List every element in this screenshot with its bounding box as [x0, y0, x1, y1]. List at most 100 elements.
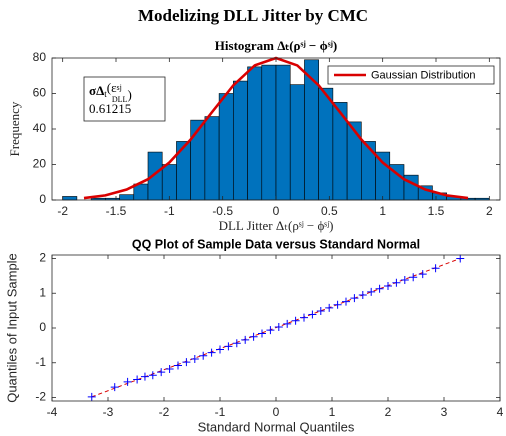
qq-point	[392, 278, 401, 287]
histogram-bar	[261, 64, 277, 201]
qq-point	[241, 335, 250, 344]
y-axis-label: Quantiles of Input Sample	[4, 253, 19, 403]
legend-box	[327, 65, 495, 85]
x-tick-label: 0	[273, 405, 280, 419]
x-tick-label: 1	[329, 405, 336, 419]
qq-point	[325, 303, 334, 312]
histogram-bar	[247, 66, 263, 201]
histogram-bar	[62, 196, 78, 201]
histogram-bar	[318, 87, 334, 201]
qq-point	[418, 270, 427, 279]
qq-point	[216, 345, 224, 354]
y-tick-label: -2	[35, 390, 46, 404]
qq-point	[291, 316, 300, 325]
annotation-label: σΔt(εsj DLL)	[89, 80, 132, 104]
y-tick-label: 20	[33, 157, 47, 171]
qq-point	[232, 339, 241, 348]
x-tick-label: 0	[273, 204, 280, 218]
x-tick-label: -0.5	[212, 204, 233, 218]
y-tick-label: 40	[33, 121, 47, 135]
qq-point	[456, 254, 465, 263]
y-axis-label: Frequency	[7, 101, 22, 156]
qq-point	[110, 383, 119, 392]
histogram-bar	[204, 116, 220, 201]
qq-point	[400, 276, 409, 285]
x-tick-label: -4	[47, 405, 58, 419]
y-tick-label: -1	[35, 355, 46, 369]
chart-title: QQ Plot of Sample Data versus Standard N…	[132, 237, 420, 251]
annotation-box	[83, 76, 166, 122]
qq-point	[342, 297, 350, 306]
annotation-part: )	[127, 87, 131, 102]
y-tick-label: 60	[33, 86, 47, 100]
y-tick-label: 0	[39, 320, 46, 334]
qq-point	[182, 358, 191, 367]
qq-point	[367, 287, 376, 296]
x-tick-label: -2	[159, 405, 170, 419]
histogram-bar	[176, 141, 191, 201]
qq-point	[358, 290, 367, 299]
qq-point	[157, 368, 166, 377]
qq-point	[266, 326, 275, 335]
histogram-bar	[304, 59, 319, 201]
x-tick-label: 0.5	[321, 204, 338, 218]
y-tick-label: 1	[39, 285, 46, 299]
histogram-bar	[275, 64, 291, 201]
x-tick-label: -1	[215, 405, 226, 419]
x-axis-label: Standard Normal Quantiles	[198, 419, 355, 434]
x-axis-label: DLL Jitter Δₜ(ρˢʲ − ϕˢʲ)	[219, 218, 334, 233]
x-tick-label: -2	[57, 204, 68, 218]
x-tick-label: 3	[441, 405, 448, 419]
x-tick-label: 4	[497, 405, 504, 419]
qq-point	[165, 365, 174, 374]
qq-point	[300, 313, 308, 322]
annotation-part: t	[104, 89, 107, 99]
qq-point	[409, 273, 418, 282]
annotation-value: 0.61215	[89, 101, 131, 116]
x-tick-label: -1.5	[106, 204, 127, 218]
annotation-part: σΔ	[89, 83, 104, 98]
qq-point	[333, 300, 342, 309]
qq-point	[316, 306, 325, 315]
qq-point	[350, 294, 359, 303]
qq-point	[174, 361, 182, 370]
qq-point	[224, 342, 233, 351]
annotation-part: DLL	[112, 95, 128, 104]
qq-point	[199, 351, 208, 360]
legend-label: Gaussian Distribution	[371, 69, 476, 81]
histogram-bar	[346, 121, 362, 201]
qq-point	[274, 322, 283, 331]
qq-point	[431, 264, 440, 273]
y-tick-label: 80	[33, 50, 47, 64]
figure-title: Modelizing DLL Jitter by CMC	[138, 6, 368, 25]
x-tick-label: 1.5	[428, 204, 445, 218]
qq-point	[249, 332, 258, 341]
qq-point	[258, 329, 266, 338]
histogram-bar	[119, 194, 135, 201]
qq-point	[308, 310, 317, 319]
qq-point	[384, 281, 392, 290]
qq-point	[87, 392, 96, 401]
x-tick-label: 1	[379, 204, 386, 218]
chart-title: Histogram Δₜ(ρˢʲ − ϕˢʲ)	[215, 38, 337, 53]
x-tick-label: -1	[164, 204, 175, 218]
qq-point	[133, 375, 142, 384]
x-tick-label: -3	[103, 405, 114, 419]
x-tick-label: 2	[385, 405, 392, 419]
histogram-bar	[218, 93, 234, 201]
histogram-bar	[375, 151, 391, 201]
qq-point	[207, 348, 216, 357]
qq-point	[283, 319, 292, 328]
annotation-part: (ε	[107, 80, 117, 95]
histogram-bar	[161, 164, 177, 201]
histogram-bar	[361, 141, 376, 201]
qq-point	[148, 371, 157, 380]
x-tick-label: 2	[486, 204, 493, 218]
y-tick-label: 2	[39, 251, 46, 265]
y-tick-label: 0	[39, 192, 46, 206]
histogram-bar	[289, 84, 305, 201]
histogram-bar	[233, 80, 248, 201]
annotation-part: sj	[117, 83, 122, 92]
qq-point	[375, 284, 384, 293]
